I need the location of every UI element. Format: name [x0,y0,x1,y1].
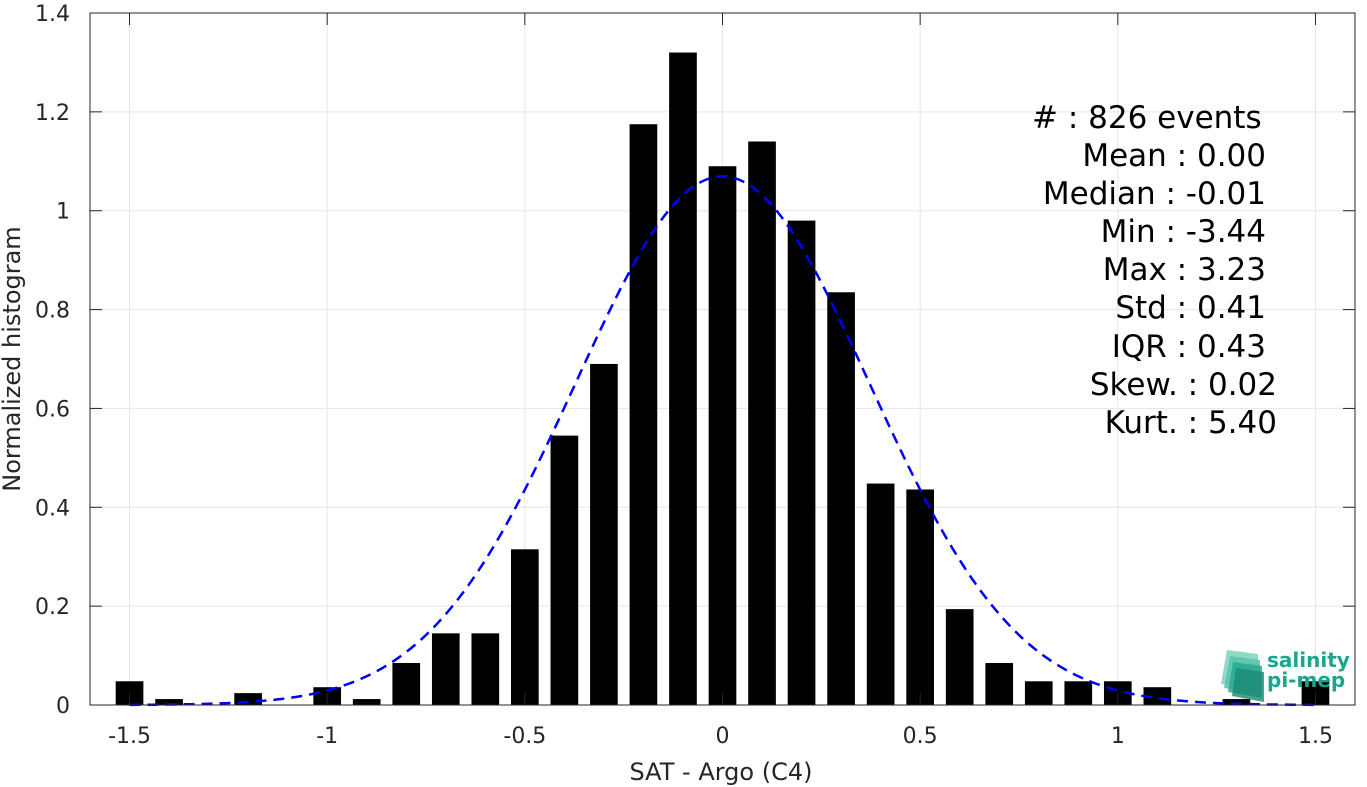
x-axis-label: SAT - Argo (C4) [630,758,813,786]
histogram-bar [511,549,539,705]
stat-mean: Mean : 0.00 [1082,138,1266,174]
y-tick-label: 1.2 [35,101,70,126]
stat-events: # : 826 events [1032,100,1262,136]
y-tick-label: 1 [56,200,70,225]
x-tick-label: 1 [1111,724,1125,749]
histogram-bar [669,52,697,706]
x-tick-label: -1 [316,724,338,749]
logo-line1: salinity [1267,648,1350,672]
histogram-bar [352,699,381,705]
histogram-bar [748,141,776,705]
x-tick-label: 1.5 [1298,724,1333,749]
histogram-bar [1024,681,1053,705]
y-tick-label: 0.2 [35,595,70,620]
x-tick-label: 0 [716,724,730,749]
y-tick-label: 0.6 [35,397,70,422]
histogram-bar [392,662,421,705]
histogram-bars [115,52,1330,706]
stat-median: Median : -0.01 [1043,176,1266,212]
x-tick-label: 0.5 [903,724,938,749]
histogram-bar [155,699,183,705]
stat-std: Std : 0.41 [1115,290,1266,326]
y-tick-label: 1.4 [35,2,70,27]
x-tick-label: -0.5 [503,724,546,749]
histogram-bar [906,489,934,705]
histogram-bar [590,363,618,705]
histogram-bar [787,220,816,705]
salinity-pi-mep-logo: salinity pi-mep [1221,648,1350,702]
statistics-panel: # : 826 events Mean : 0.00 Median : -0.0… [1032,100,1277,441]
gaussian-fit-curve [129,175,1316,707]
stat-max: Max : 3.23 [1103,252,1266,288]
histogram-bar [629,124,658,705]
logo-mark-icon [1221,650,1264,702]
axis-ticks [90,12,1355,706]
x-tick-labels: -1.5 -1 -0.5 0 0.5 1 1.5 [108,724,1333,749]
histogram-bar [1143,687,1172,705]
y-tick-label: 0.4 [35,496,70,521]
histogram-bar [1064,681,1093,705]
y-tick-label: 0 [56,694,70,719]
histogram-bar [550,435,579,705]
x-tick-label: -1.5 [108,724,151,749]
histogram-bar [945,609,974,705]
stat-skew: Skew. : 0.02 [1090,367,1277,403]
stat-iqr: IQR : 0.43 [1112,329,1266,365]
logo-line2: pi-mep [1267,668,1345,692]
histogram-bar [985,662,1014,705]
histogram-bar [234,693,262,705]
histogram-bar [708,166,737,705]
histogram-bar [471,633,500,705]
y-axis-label: Normalized histogram [0,226,26,491]
y-tick-label: 0.8 [35,299,70,324]
stat-min: Min : -3.44 [1101,214,1266,250]
histogram-bar [866,483,895,705]
histogram-bar [827,292,855,705]
histogram-bar [1222,699,1251,705]
y-tick-labels: 0 0.2 0.4 0.6 0.8 1 1.2 1.4 [35,2,70,719]
stat-kurt: Kurt. : 5.40 [1105,405,1277,441]
histogram-bar [431,633,460,705]
